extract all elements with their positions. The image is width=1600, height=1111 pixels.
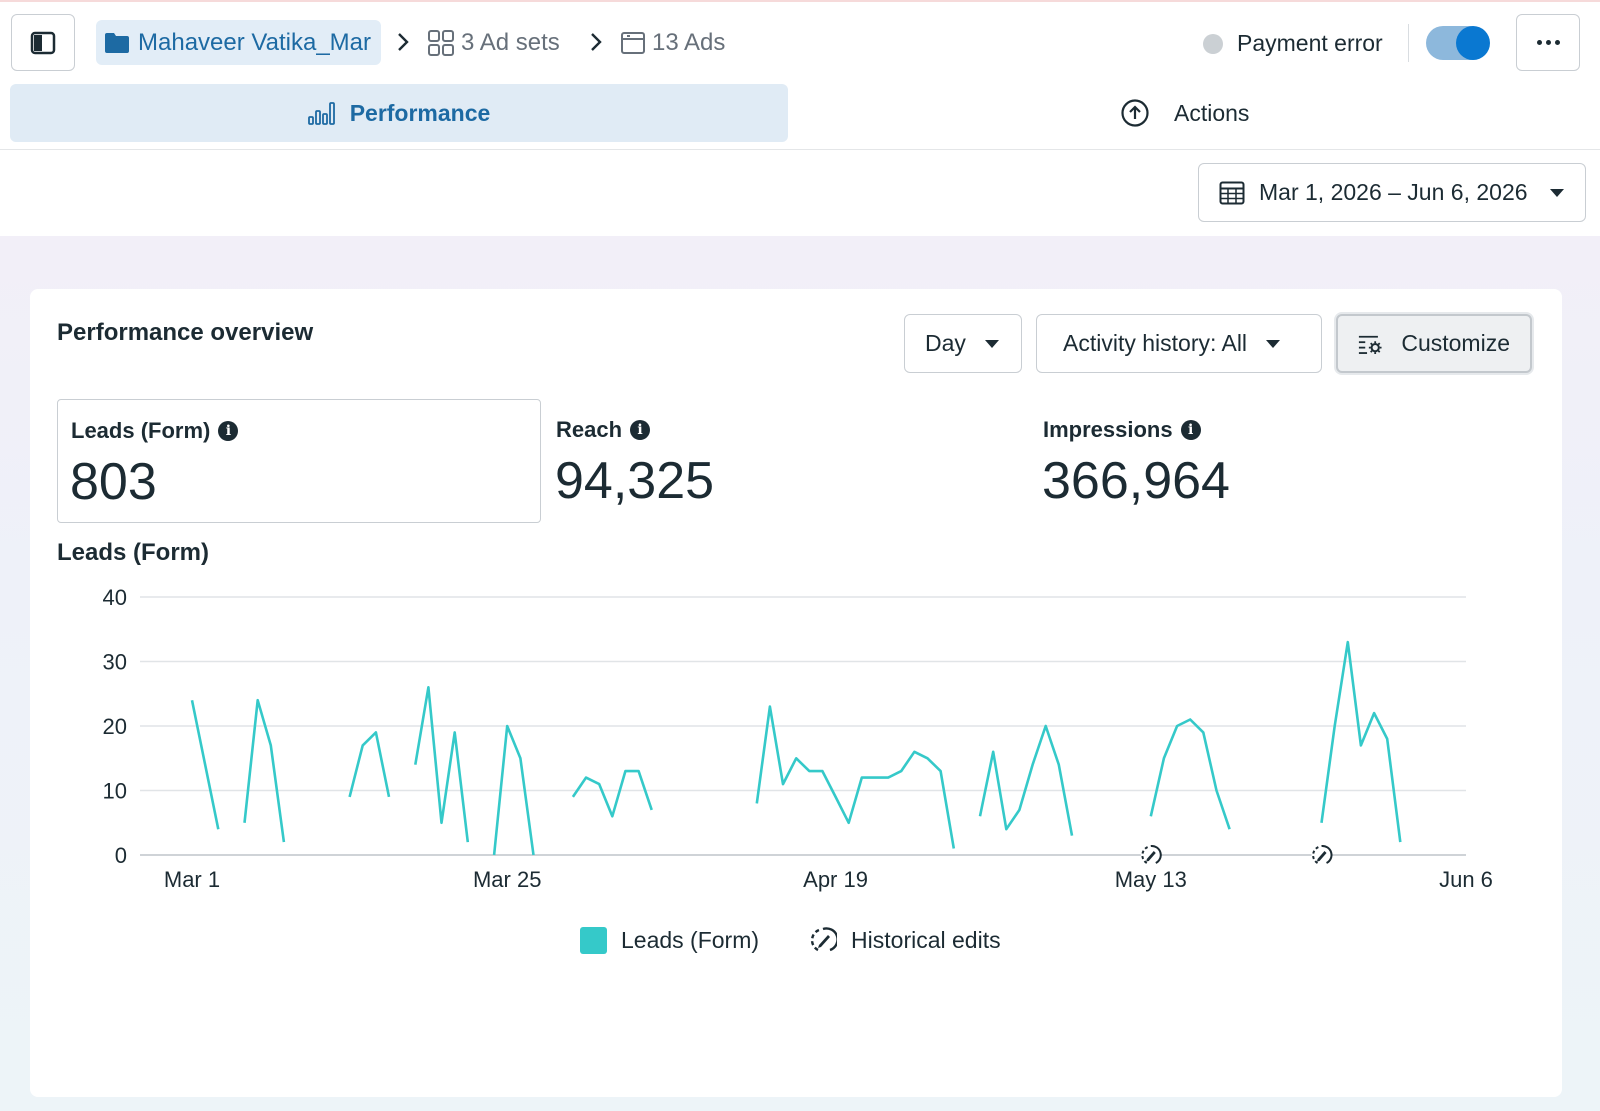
info-icon[interactable]: i bbox=[630, 420, 651, 440]
metric-impressions-value: 366,964 bbox=[1042, 452, 1230, 510]
series-line-leads bbox=[1320, 640, 1402, 843]
x-tick-label: Jun 6 bbox=[1439, 867, 1493, 892]
series-line-leads bbox=[243, 698, 286, 843]
legend-swatch bbox=[580, 926, 607, 954]
calendar-grid-icon bbox=[1219, 181, 1245, 204]
ad-window-icon bbox=[621, 31, 645, 54]
x-tick-label: May 13 bbox=[1115, 867, 1187, 892]
historical-edit-icon bbox=[810, 927, 838, 952]
metric-leads-label: Leads (Form) bbox=[71, 418, 211, 443]
activity-history-label: Activity history: All bbox=[1063, 330, 1248, 356]
series-line-leads bbox=[190, 699, 220, 830]
performance-overview-card: Performance overview Day Activity histor… bbox=[30, 289, 1562, 1097]
grid-icon bbox=[428, 29, 454, 56]
chevron-right-icon bbox=[398, 33, 409, 51]
x-tick-label: Mar 1 bbox=[164, 867, 220, 892]
day-dropdown-label: Day bbox=[925, 330, 966, 356]
activity-history-dropdown[interactable]: Activity history: All bbox=[1036, 314, 1322, 373]
x-tick-label: Mar 25 bbox=[473, 867, 541, 892]
tab-performance-label: Performance bbox=[349, 99, 491, 126]
delivery-status: Payment error bbox=[1203, 30, 1383, 57]
y-tick-label: 20 bbox=[103, 714, 127, 739]
customize-button[interactable]: Customize bbox=[1336, 314, 1532, 373]
date-range-label: Mar 1, 2026 – Jun 6, 2026 bbox=[1259, 179, 1528, 205]
x-tick-label: Apr 19 bbox=[803, 867, 868, 892]
series-line-leads bbox=[755, 705, 956, 849]
historical-edit-marker[interactable] bbox=[1311, 844, 1333, 865]
y-tick-label: 30 bbox=[103, 650, 127, 675]
y-tick-label: 40 bbox=[103, 585, 127, 610]
series-line-leads bbox=[348, 731, 391, 798]
legend-leads-label: Leads (Form) bbox=[621, 926, 760, 953]
tab-performance[interactable]: Performance bbox=[10, 84, 788, 142]
tab-bar: Performance Actions bbox=[0, 82, 1600, 150]
adsets-label: 3 Ad sets bbox=[461, 28, 560, 56]
more-dot-icon bbox=[1545, 40, 1551, 45]
legend-edits-label: Historical edits bbox=[851, 926, 1001, 953]
series-line-leads bbox=[492, 724, 535, 856]
customize-settings-icon bbox=[1358, 335, 1382, 354]
top-bar: Mahaveer Vatika_Mar 3 Ad sets 13 Ads Pay… bbox=[0, 0, 1600, 82]
metric-leads-value: 803 bbox=[70, 453, 157, 511]
status-dot-icon bbox=[1203, 33, 1223, 54]
metric-leads-card[interactable]: Leads (Form) i 803 bbox=[57, 399, 541, 523]
series-line-leads bbox=[414, 685, 470, 843]
caret-down-icon bbox=[1550, 188, 1564, 197]
tab-actions[interactable]: Actions bbox=[1120, 84, 1249, 142]
divider bbox=[1408, 24, 1409, 62]
chart-legend: Leads (Form) Historical edits bbox=[580, 926, 1001, 954]
toggle-knob bbox=[1456, 26, 1490, 60]
metric-label: Impressions i bbox=[1043, 417, 1201, 443]
caret-down-icon bbox=[984, 339, 999, 348]
info-icon[interactable]: i bbox=[218, 421, 239, 441]
metric-impressions-card[interactable]: Impressions i 366,964 bbox=[1030, 399, 1510, 523]
metric-label: Reach i bbox=[556, 417, 651, 443]
series-line-leads bbox=[571, 769, 653, 818]
arrow-up-circle-icon bbox=[1121, 99, 1149, 127]
metric-reach-card[interactable]: Reach i 94,325 bbox=[543, 399, 1023, 523]
sidebar-toggle-button[interactable] bbox=[11, 14, 75, 71]
more-dot-icon bbox=[1554, 40, 1560, 45]
breadcrumb-ads[interactable]: 13 Ads bbox=[620, 20, 725, 65]
folder-icon bbox=[105, 32, 129, 53]
more-options-button[interactable] bbox=[1516, 14, 1580, 71]
date-range-picker[interactable]: Mar 1, 2026 – Jun 6, 2026 bbox=[1198, 163, 1586, 222]
series-line-leads bbox=[1149, 718, 1231, 830]
historical-edit-marker[interactable] bbox=[1140, 844, 1162, 865]
caret-down-icon bbox=[1266, 339, 1281, 348]
more-dot-icon bbox=[1536, 40, 1542, 45]
y-tick-label: 10 bbox=[103, 779, 127, 804]
ads-label: 13 Ads bbox=[652, 28, 726, 56]
card-title: Performance overview bbox=[57, 319, 314, 346]
legend-item-historical-edits[interactable]: Historical edits bbox=[809, 926, 1001, 954]
breadcrumb-campaign[interactable]: Mahaveer Vatika_Mar bbox=[96, 20, 381, 65]
metric-reach-value: 94,325 bbox=[555, 452, 715, 510]
metric-label: Leads (Form) i bbox=[71, 418, 239, 444]
chart-title: Leads (Form) bbox=[57, 539, 210, 566]
breadcrumb-adsets[interactable]: 3 Ad sets bbox=[427, 20, 560, 65]
status-label: Payment error bbox=[1237, 30, 1383, 56]
tab-actions-label: Actions bbox=[1174, 99, 1250, 126]
campaign-name: Mahaveer Vatika_Mar bbox=[138, 28, 371, 56]
metric-impressions-label: Impressions bbox=[1043, 417, 1173, 442]
metric-reach-label: Reach bbox=[556, 417, 623, 442]
campaign-toggle[interactable] bbox=[1426, 26, 1490, 60]
series-line-leads bbox=[978, 724, 1074, 836]
customize-label: Customize bbox=[1401, 330, 1510, 356]
legend-item-leads[interactable]: Leads (Form) bbox=[580, 926, 760, 954]
chevron-right-icon bbox=[591, 33, 602, 51]
sidebar-toggle-icon bbox=[30, 31, 56, 54]
day-dropdown[interactable]: Day bbox=[904, 314, 1022, 373]
info-icon[interactable]: i bbox=[1180, 420, 1201, 440]
y-tick-label: 0 bbox=[115, 843, 127, 868]
bar-chart-icon bbox=[307, 102, 335, 125]
leads-line-chart: 0 10 20 30 40 Mar 1 Mar 25 Apr 19 May 13 Jun 6 bbox=[103, 585, 1493, 892]
